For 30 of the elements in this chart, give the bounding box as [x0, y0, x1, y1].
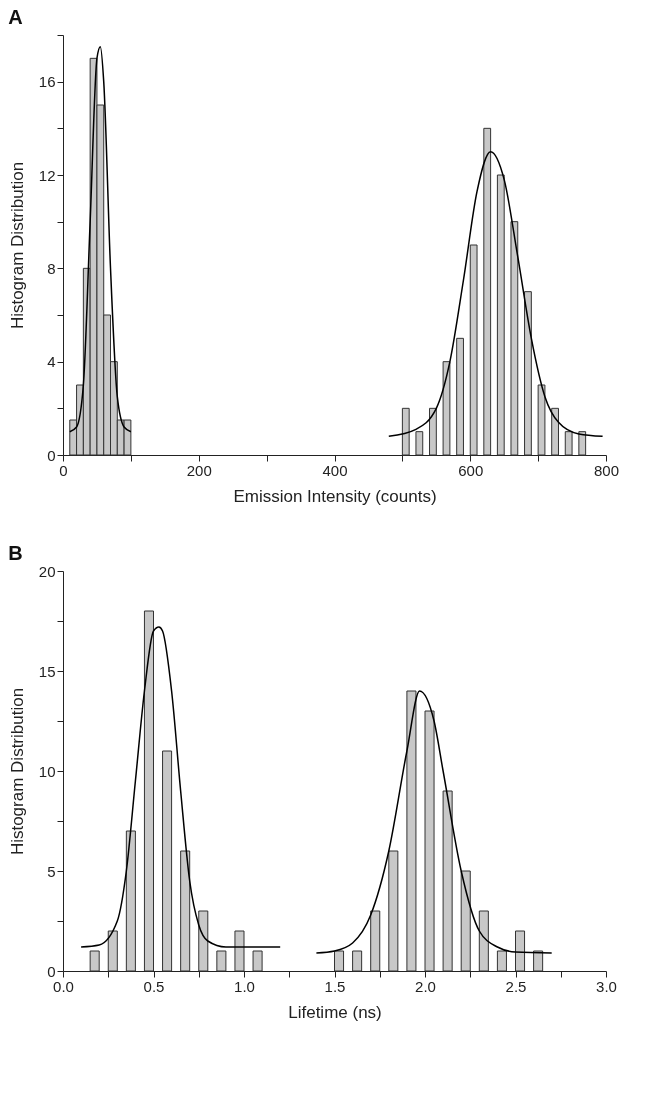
y-tick-label: 4: [47, 353, 56, 371]
x-axis-title: Lifetime (ns): [288, 1002, 382, 1022]
chart-title: A: [8, 6, 23, 28]
chart-title: B: [8, 542, 23, 564]
x-tick-label: 1.0: [234, 977, 255, 995]
y-tick-label: 20: [38, 562, 56, 580]
x-tick-label: 800: [593, 461, 620, 479]
x-tick-label: 0.5: [143, 977, 165, 995]
y-axis-title: Histogram Distribution: [7, 687, 27, 856]
x-tick-label: 200: [186, 461, 212, 479]
x-axis-title: Emission Intensity (counts): [233, 486, 437, 506]
y-axis-title: Histogram Distribution: [7, 161, 27, 330]
y-tick-label: 10: [38, 762, 56, 780]
x-tick-label: 2.5: [505, 977, 527, 995]
x-tick-label: 1.5: [324, 977, 346, 995]
y-tick-label: 0: [47, 446, 56, 464]
x-tick-label: 600: [458, 461, 484, 479]
line-series: [80, 626, 281, 948]
line-series: [388, 150, 604, 438]
y-tick-label: 8: [47, 259, 56, 277]
y-tick-label: 16: [38, 73, 56, 91]
x-tick-label: 3.0: [596, 977, 617, 995]
y-tick-label: 15: [38, 662, 56, 680]
y-tick-label: 5: [47, 862, 56, 880]
y-tick-label: 0: [47, 962, 56, 980]
y-tick-label: 12: [38, 166, 56, 184]
x-tick-label: 0.0: [53, 977, 74, 995]
x-tick-label: 400: [322, 461, 348, 479]
x-tick-label: 0: [59, 461, 68, 479]
x-tick-label: 2.0: [415, 977, 436, 995]
